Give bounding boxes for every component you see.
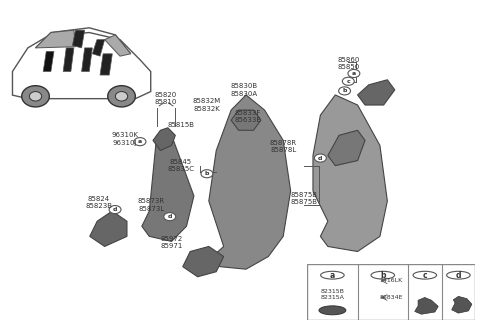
Polygon shape	[358, 80, 395, 105]
Circle shape	[338, 87, 350, 95]
Polygon shape	[100, 54, 112, 75]
Polygon shape	[63, 48, 74, 72]
Text: 82315B
82315A: 82315B 82315A	[321, 289, 344, 300]
Text: 85833F
85633E: 85833F 85633E	[235, 110, 261, 123]
Text: 85832M
85832K: 85832M 85832K	[193, 98, 221, 112]
Circle shape	[108, 86, 135, 107]
Polygon shape	[183, 246, 224, 277]
Text: c: c	[422, 271, 427, 280]
Circle shape	[371, 271, 395, 279]
Text: 85820
85810: 85820 85810	[155, 92, 177, 106]
Circle shape	[29, 92, 42, 101]
Polygon shape	[452, 297, 472, 313]
Text: 85830B
85830A: 85830B 85830A	[230, 83, 258, 97]
Polygon shape	[313, 95, 387, 252]
Polygon shape	[231, 110, 261, 130]
Text: 85875B
85875B: 85875B 85875B	[290, 192, 317, 205]
Circle shape	[134, 138, 146, 146]
Polygon shape	[90, 211, 127, 246]
Circle shape	[164, 213, 176, 221]
Circle shape	[342, 77, 354, 85]
Circle shape	[22, 86, 49, 107]
Text: 85845
85835C: 85845 85835C	[168, 159, 194, 173]
Polygon shape	[142, 135, 194, 241]
Polygon shape	[92, 40, 105, 56]
Text: b: b	[342, 88, 347, 93]
Circle shape	[413, 271, 436, 279]
Polygon shape	[72, 30, 84, 48]
Text: 96310K
96310J: 96310K 96310J	[111, 133, 139, 146]
Text: 85878R
85878L: 85878R 85878L	[270, 140, 297, 154]
Text: d: d	[456, 271, 461, 280]
Polygon shape	[105, 35, 131, 56]
Text: 85860
85850: 85860 85850	[337, 57, 360, 70]
Text: 1416LK: 1416LK	[379, 278, 403, 283]
Text: 86834E: 86834E	[379, 295, 403, 300]
Circle shape	[201, 170, 213, 178]
Circle shape	[348, 70, 360, 77]
Text: b: b	[380, 271, 385, 280]
Text: c: c	[347, 79, 350, 84]
Polygon shape	[43, 51, 54, 72]
Text: a: a	[138, 139, 142, 144]
Text: d: d	[113, 207, 117, 212]
Text: 85824
85823B: 85824 85823B	[85, 195, 112, 209]
Circle shape	[109, 206, 121, 214]
Circle shape	[446, 271, 470, 279]
Circle shape	[319, 306, 346, 315]
Text: 85873R
85873L: 85873R 85873L	[138, 198, 165, 212]
Polygon shape	[82, 48, 92, 72]
Text: 85972
85971: 85972 85971	[160, 236, 183, 249]
Text: 85815B: 85815B	[168, 122, 194, 128]
Polygon shape	[36, 30, 75, 48]
Circle shape	[314, 154, 326, 162]
Polygon shape	[153, 128, 175, 151]
Text: d: d	[318, 155, 323, 161]
Text: a: a	[330, 271, 335, 280]
Text: a: a	[352, 71, 356, 76]
Circle shape	[115, 92, 128, 101]
Polygon shape	[328, 130, 365, 166]
Polygon shape	[415, 297, 438, 314]
Circle shape	[321, 271, 344, 279]
Polygon shape	[209, 95, 290, 269]
Text: d: d	[168, 214, 172, 219]
Text: b: b	[205, 171, 209, 176]
